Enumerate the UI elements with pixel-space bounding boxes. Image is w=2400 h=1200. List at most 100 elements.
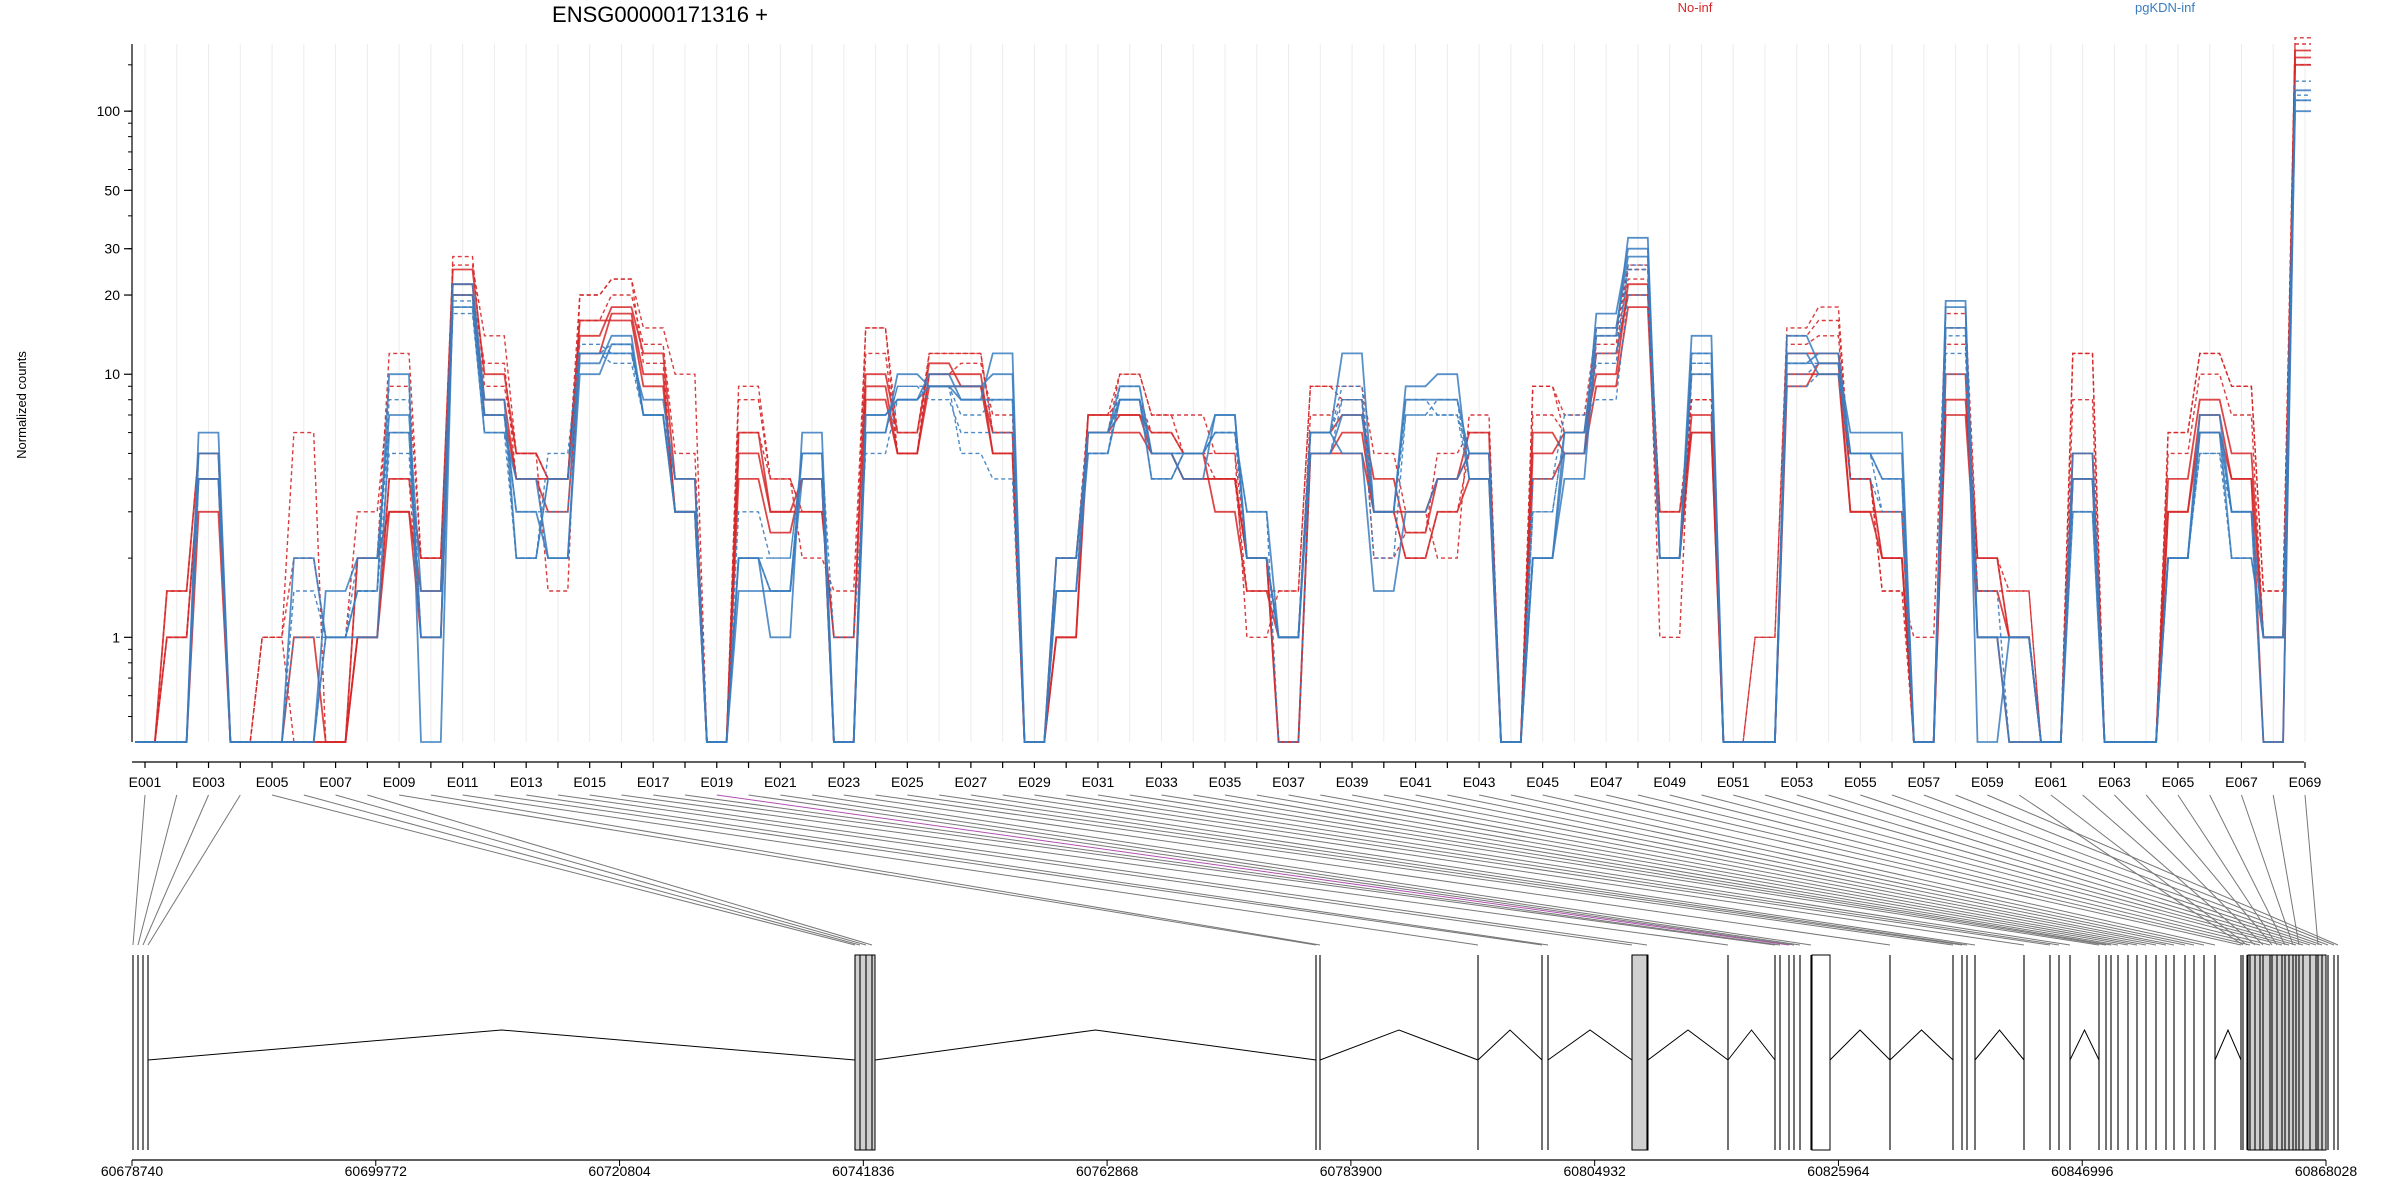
- exon-connector: [970, 794, 1976, 946]
- exon-connector: [1129, 794, 2100, 946]
- exon-connector: [526, 794, 1549, 946]
- exon-connector: [1415, 794, 2175, 946]
- x-tick-label: E053: [1780, 774, 1813, 790]
- exon-connector: [1669, 794, 2271, 946]
- exon-connector: [2177, 794, 2278, 946]
- exon-connector: [653, 794, 1776, 946]
- series-line-no-inf-5: [135, 64, 2311, 743]
- x-tick-label: E023: [827, 774, 860, 790]
- exon-block: [2247, 954, 2327, 1151]
- gene-model: [132, 954, 2339, 1151]
- x-tick-label: E043: [1463, 774, 1496, 790]
- y-axis-label: Normalized counts: [14, 351, 29, 459]
- x-tick-label: E059: [1971, 774, 2004, 790]
- x-tick-label: E001: [129, 774, 162, 790]
- exon-connector: [1320, 794, 2147, 946]
- intron-connector: [1974, 1029, 2025, 1061]
- x-tick-label: E021: [764, 774, 797, 790]
- exon-connector: [1510, 794, 2205, 946]
- x-tick-label: E049: [1653, 774, 1686, 790]
- exon-connector: [907, 794, 1963, 946]
- exon-connector: [1637, 794, 2261, 946]
- exon-connector: [684, 794, 1781, 946]
- coord-tick-label: 60678740: [101, 1163, 164, 1179]
- coord-tick-label: 60699772: [345, 1163, 408, 1179]
- x-tick-label: E047: [1590, 774, 1623, 790]
- legend-entry-no-inf: No-inf: [1678, 0, 1713, 15]
- exon-connector: [811, 794, 1812, 946]
- exon-connector: [1002, 794, 2025, 946]
- coord-tick-label: 60868028: [2295, 1163, 2358, 1179]
- x-tick-label: E033: [1145, 774, 1178, 790]
- coord-tick-label: 60720804: [588, 1163, 651, 1179]
- x-tick-label: E009: [383, 774, 416, 790]
- exon-connector: [1288, 794, 2138, 946]
- coord-tick-label: 60804932: [1564, 1163, 1627, 1179]
- series-line-no-inf-1: [135, 56, 2311, 743]
- x-tick-label: E025: [891, 774, 924, 790]
- x-tick-label: E057: [1907, 774, 1940, 790]
- exon-connector: [1701, 794, 2283, 946]
- intron-connector: [1319, 1029, 1479, 1061]
- coord-tick-label: 60783900: [1320, 1163, 1383, 1179]
- x-tick-label: E035: [1209, 774, 1242, 790]
- y-tick-label: 1: [112, 629, 120, 645]
- series-line-pgkdn-inf-1: [135, 110, 2311, 743]
- intron-connector: [1547, 1029, 1633, 1061]
- intron-connector: [2069, 1028, 2100, 1061]
- exon-connector: [147, 794, 241, 946]
- x-tick-label: E037: [1272, 774, 1305, 790]
- exon-connector: [1987, 794, 2339, 946]
- chart-title: ENSG00000171316 +: [552, 2, 768, 27]
- exon-connector: [1161, 794, 2107, 946]
- exon-connector: [271, 794, 856, 946]
- series-line-pgkdn-inf-4: [135, 99, 2311, 743]
- series-line-pgkdn-inf-2: [135, 99, 2311, 743]
- exon-connector: [1796, 794, 2304, 946]
- intron-connector: [1829, 1029, 1891, 1061]
- exon-connector: [1447, 794, 2186, 946]
- exon-connector: [2209, 794, 2286, 946]
- intron-connector: [1889, 1029, 1954, 1061]
- exon-connector: [557, 794, 1633, 946]
- y-tick-label: 100: [97, 103, 121, 119]
- series-line-no-inf-4: [135, 37, 2311, 743]
- exon-connector: [2114, 794, 2264, 946]
- x-tick-label: E055: [1844, 774, 1877, 790]
- x-tick-label: E013: [510, 774, 543, 790]
- exon-connector: [716, 794, 1790, 946]
- x-tick-label: E039: [1336, 774, 1369, 790]
- exon-connector: [2304, 794, 2319, 946]
- exon-connector: [1034, 794, 2051, 946]
- x-tick-label: E017: [637, 774, 670, 790]
- exon-connector: [843, 794, 1891, 946]
- intron-connector: [874, 1029, 1317, 1061]
- exon-connector: [142, 794, 209, 946]
- x-tick-label: E007: [319, 774, 352, 790]
- series-line-pgkdn-inf-5: [135, 80, 2311, 743]
- x-tick-label: E005: [256, 774, 289, 790]
- exon-block: [1631, 954, 1649, 1151]
- exon-connector: [780, 794, 1801, 946]
- intron-connector: [2214, 1028, 2242, 1061]
- x-tick-label: E045: [1526, 774, 1559, 790]
- exon-connector: [2240, 794, 2294, 946]
- exon-connector: [1733, 794, 2290, 946]
- exon-connector: [2272, 794, 2300, 946]
- exon-connector: [1542, 794, 2216, 946]
- plot-series: [135, 37, 2311, 743]
- x-tick-label: E061: [2035, 774, 2068, 790]
- genomic-coordinate-axis: 60678740 60699772 60720804 60741836 60762868…: [101, 1159, 2358, 1179]
- x-tick-label: E041: [1399, 774, 1432, 790]
- coord-tick-label: 60846996: [2051, 1163, 2114, 1179]
- exon-connector: [748, 794, 1795, 946]
- x-tick-label: E065: [2162, 774, 2195, 790]
- legend-entry-pgkdn-inf: pgKDN-inf: [2135, 0, 2195, 15]
- intron-connector: [1477, 1029, 1543, 1061]
- coord-tick-label: 60741836: [832, 1163, 895, 1179]
- series-line-pgkdn-inf-6: [135, 94, 2311, 743]
- y-tick-label: 10: [104, 366, 120, 382]
- x-tick-label: E031: [1082, 774, 1115, 790]
- exon-connector: [2145, 794, 2273, 946]
